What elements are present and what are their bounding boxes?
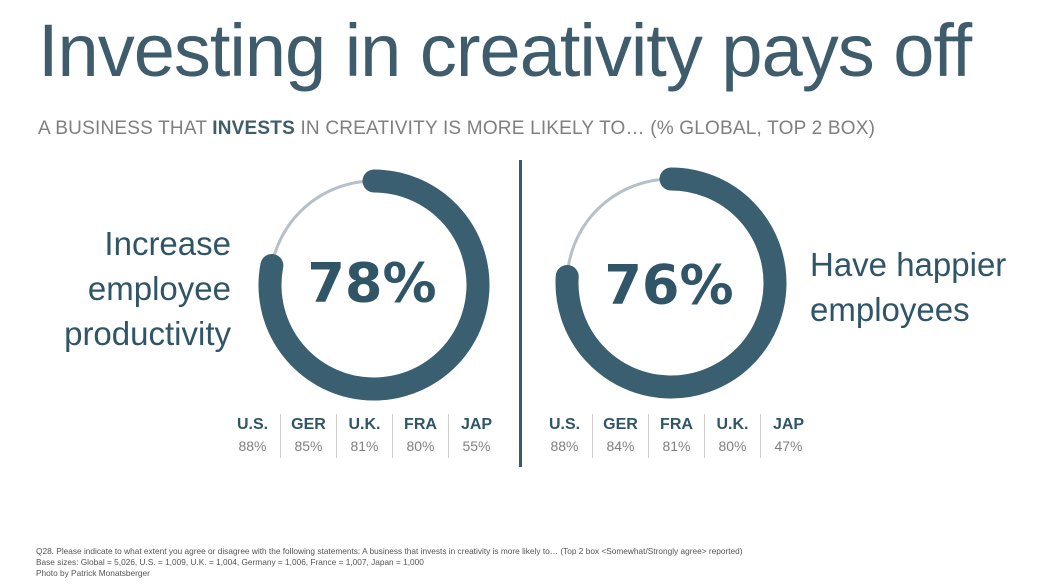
country-stat: JAP 47% [760, 414, 816, 458]
country-name: FRA [404, 416, 437, 433]
page-title: Investing in creativity pays off [38, 9, 972, 92]
stat-label-line: employees [810, 290, 970, 328]
country-stat: U.K. 81% [336, 414, 392, 458]
country-value: 80% [406, 438, 435, 454]
footnote-question: Q28. Please indicate to what extent you … [36, 546, 743, 556]
subtitle-prefix: A BUSINESS THAT [38, 118, 213, 139]
donut-chart-productivity: 78% [258, 169, 490, 401]
country-value: 80% [718, 438, 747, 454]
country-stat: U.K. 80% [704, 414, 760, 458]
subtitle-suffix: IN CREATIVITY IS MORE LIKELY TO… (% GLOB… [294, 118, 876, 139]
country-breakdown-happier-employees: U.S. 88% GER 84% FRA 81% U.K. 80% JAP 47% [537, 414, 816, 458]
footnote-base-sizes: Base sizes: Global = 5,026, U.S. = 1,009… [36, 557, 424, 567]
country-name: GER [291, 416, 326, 433]
country-stat: U.S. 88% [225, 414, 280, 458]
donut-chart-happier-employees: 76% [555, 167, 787, 399]
country-name: U.K. [348, 416, 381, 433]
subtitle-emphasis: INVESTS [212, 118, 295, 139]
page-subtitle: A BUSINESS THAT INVESTS IN CREATIVITY IS… [38, 118, 875, 140]
footnote: Q28. Please indicate to what extent you … [36, 546, 743, 579]
footnote-photo-credit: Photo by Patrick Monatsberger [36, 568, 150, 578]
country-value: 81% [350, 438, 379, 454]
country-stat: FRA 80% [392, 414, 448, 458]
country-name: FRA [660, 416, 693, 433]
country-name: U.S. [236, 416, 269, 433]
stat-label-productivity: Increase employee productivity [64, 222, 231, 357]
stat-label-line: Increase [104, 225, 231, 262]
country-value: 85% [294, 438, 323, 454]
country-value: 88% [238, 438, 267, 454]
country-name: U.K. [716, 416, 749, 433]
country-value: 88% [550, 438, 579, 454]
country-stat: GER 84% [592, 414, 648, 458]
country-name: JAP [772, 416, 805, 433]
country-value: 47% [774, 438, 803, 454]
country-value: 55% [462, 438, 491, 454]
country-value: 81% [662, 438, 691, 454]
country-stat: GER 85% [280, 414, 336, 458]
stat-label-line: productivity [64, 314, 231, 352]
country-name: GER [603, 416, 638, 433]
country-breakdown-productivity: U.S. 88% GER 85% U.K. 81% FRA 80% JAP 55% [225, 414, 504, 458]
country-value: 84% [606, 438, 635, 454]
stat-label-line: employee [87, 269, 231, 307]
donut-value-label: 78% [307, 252, 436, 315]
donut-value-arc [258, 169, 490, 401]
stat-label-line: Have happier [810, 246, 1007, 283]
country-stat: U.S. 88% [537, 414, 592, 458]
country-stat: FRA 81% [648, 414, 704, 458]
stat-label-happier-employees: Have happier employees [810, 243, 1006, 333]
country-name: JAP [460, 416, 493, 433]
donut-value-arc [555, 167, 787, 399]
country-name: U.S. [548, 416, 581, 433]
donut-value-label: 76% [604, 254, 733, 317]
center-divider [519, 160, 522, 467]
country-stat: JAP 55% [448, 414, 504, 458]
